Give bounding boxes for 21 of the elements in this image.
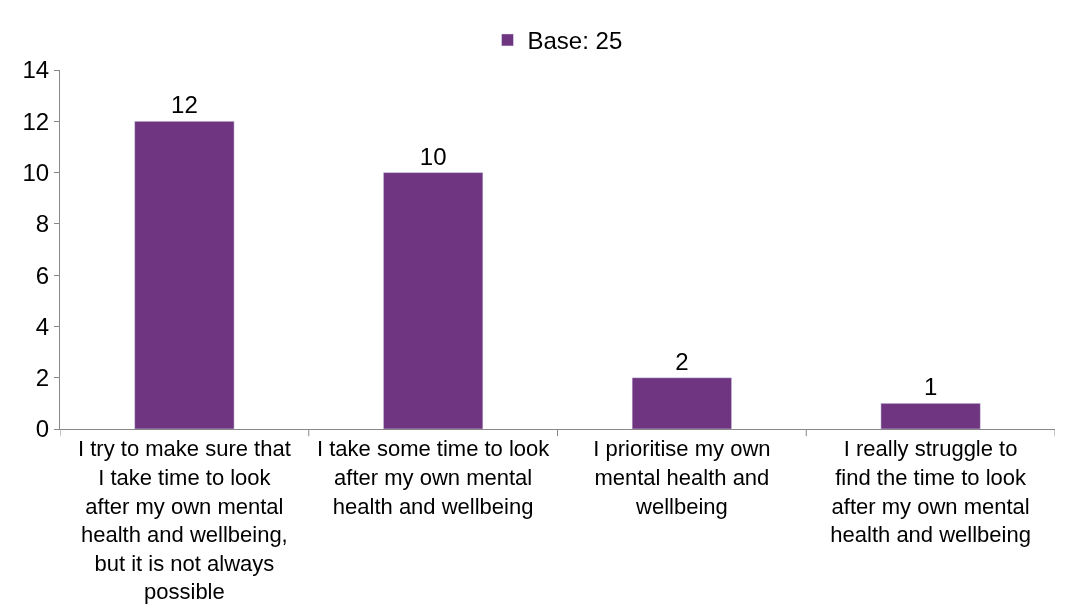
legend-label: Base: 25 — [527, 27, 623, 55]
x-tick-label: I try to make sure that I take time to look after my own mental health and wellbeing, but it is not always possible — [78, 436, 291, 605]
y-tick-label: 4 — [35, 312, 50, 340]
y-tick-label: 10 — [22, 158, 50, 186]
y-tick-label: 14 — [22, 56, 50, 84]
bar — [383, 172, 484, 429]
x-tick-label: I prioritise my own mental health and wellbeing — [593, 436, 771, 519]
y-tick-label: 8 — [35, 210, 50, 238]
x-tick-label: I take some time to look after my own mental health and wellbeing — [316, 436, 551, 519]
bar — [631, 377, 732, 429]
bar — [134, 121, 235, 429]
y-tick-label: 0 — [35, 415, 50, 443]
y-tick-label: 12 — [22, 107, 50, 135]
data-label: 12 — [171, 91, 198, 119]
x-tick-label: I really struggle to find the time to look after my own mental health and wellbeing — [830, 436, 1031, 548]
y-tick-label: 6 — [35, 261, 50, 289]
data-label: 10 — [419, 142, 447, 170]
data-label: 1 — [923, 373, 938, 401]
y-tick-label: 2 — [35, 364, 50, 392]
data-label: 2 — [675, 347, 689, 375]
bar — [880, 403, 981, 429]
